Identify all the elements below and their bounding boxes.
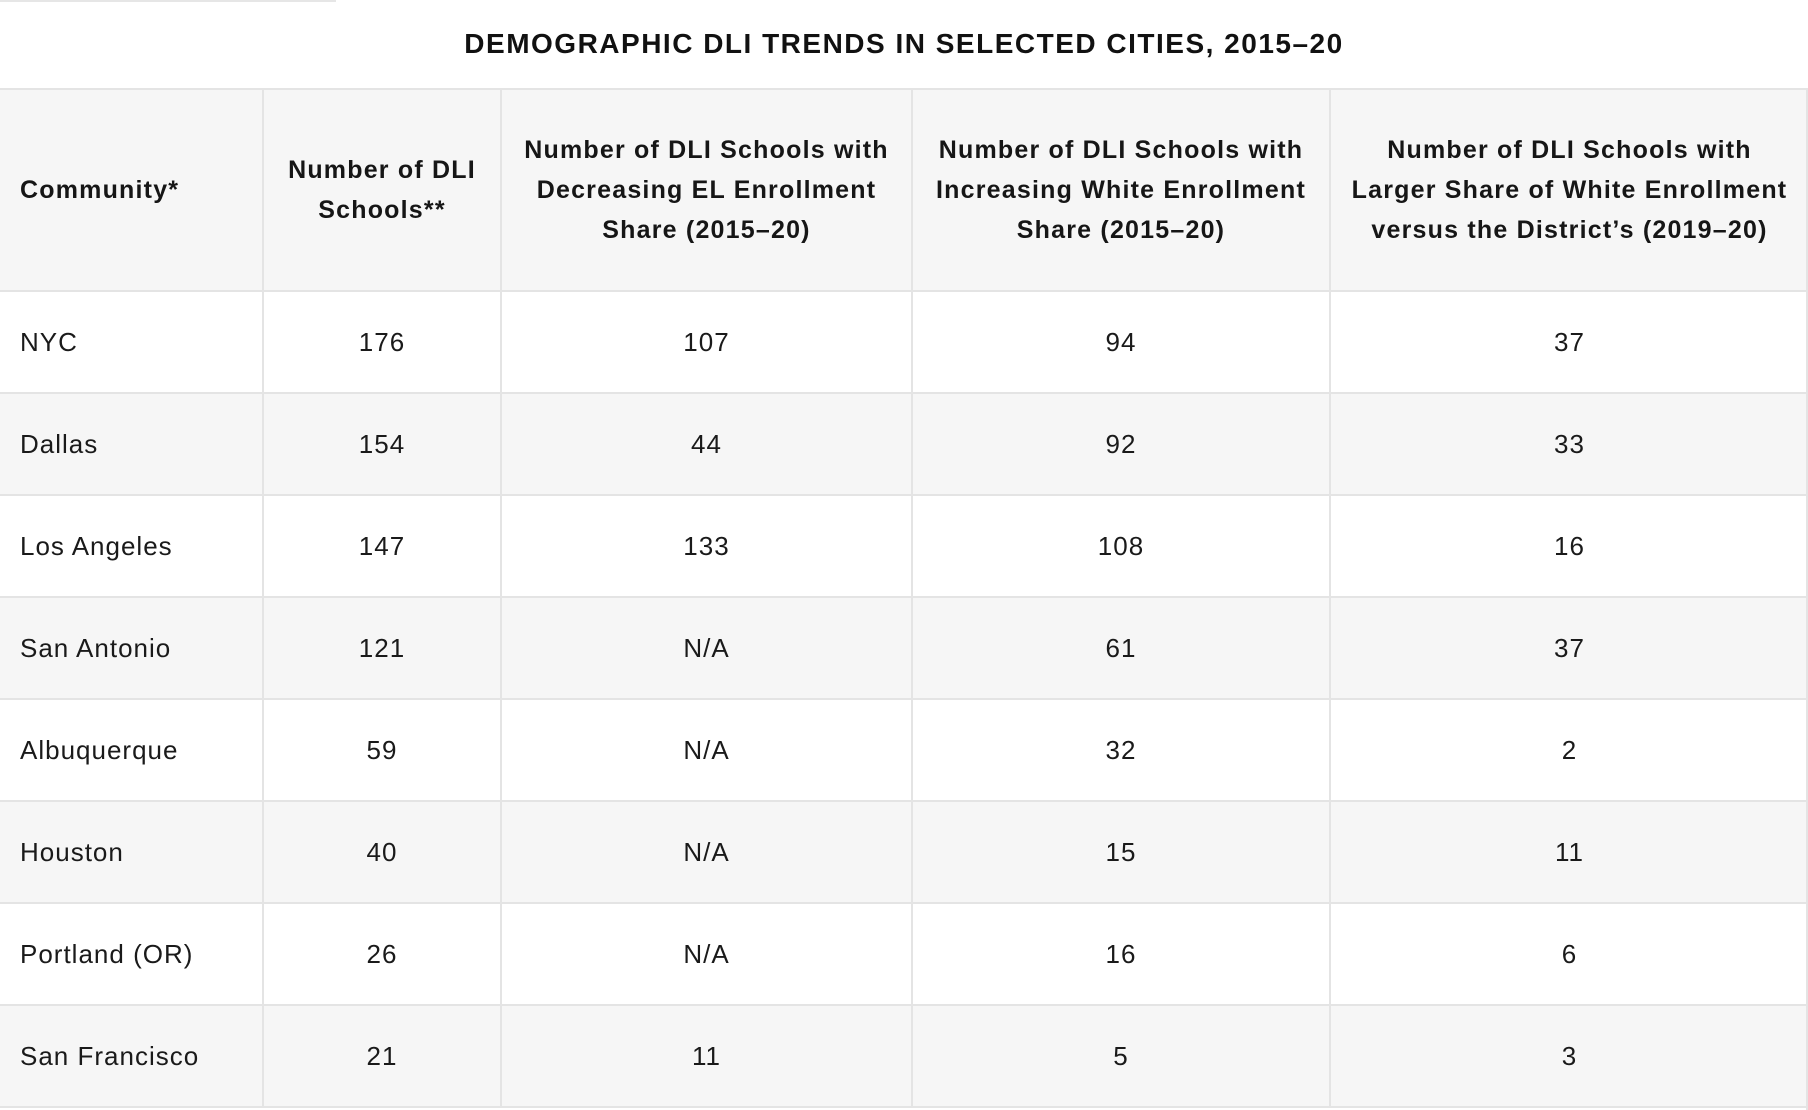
- table-cell-value: N/A: [500, 596, 913, 700]
- table-cell-value: 11: [500, 1004, 913, 1108]
- table-cell-value: 5: [911, 1004, 1331, 1108]
- table-cell-value: N/A: [500, 698, 913, 802]
- table-cell-value: 61: [911, 596, 1331, 700]
- table-cell-value: 26: [262, 902, 502, 1006]
- column-header-dli-schools: Number of DLI Schools**: [262, 88, 502, 292]
- table-cell-value: 59: [262, 698, 502, 802]
- column-header-community: Community*: [0, 88, 264, 292]
- table-cell-value: 37: [1329, 596, 1808, 700]
- table-cell-value: 21: [262, 1004, 502, 1108]
- table-cell-community: Albuquerque: [0, 698, 264, 802]
- column-header-decreasing-el: Number of DLI Schools with Decreasing EL…: [500, 88, 913, 292]
- table-cell-value: 11: [1329, 800, 1808, 904]
- top-divider: [0, 0, 336, 2]
- table-cell-community: Houston: [0, 800, 264, 904]
- table-cell-community: San Antonio: [0, 596, 264, 700]
- table-row: Albuquerque 59 N/A 32 2: [0, 698, 1808, 802]
- table-row: Portland (OR) 26 N/A 16 6: [0, 902, 1808, 1006]
- table-cell-value: 44: [500, 392, 913, 496]
- table-cell-value: 121: [262, 596, 502, 700]
- table-cell-value: 6: [1329, 902, 1808, 1006]
- table-cell-value: 32: [911, 698, 1331, 802]
- table-cell-value: N/A: [500, 800, 913, 904]
- table-cell-value: 176: [262, 290, 502, 394]
- table-cell-community: NYC: [0, 290, 264, 394]
- table-cell-community: San Francisco: [0, 1004, 264, 1108]
- table-row: Los Angeles 147 133 108 16: [0, 494, 1808, 598]
- table-cell-value: 37: [1329, 290, 1808, 394]
- table-cell-community: Los Angeles: [0, 494, 264, 598]
- data-table: Community* Number of DLI Schools** Numbe…: [0, 88, 1808, 1108]
- table-row: NYC 176 107 94 37: [0, 290, 1808, 394]
- table-cell-value: 16: [1329, 494, 1808, 598]
- table-row: Dallas 154 44 92 33: [0, 392, 1808, 496]
- column-header-larger-white-share: Number of DLI Schools with Larger Share …: [1329, 88, 1808, 292]
- table-cell-community: Portland (OR): [0, 902, 264, 1006]
- table-row: San Antonio 121 N/A 61 37: [0, 596, 1808, 700]
- table-cell-value: 16: [911, 902, 1331, 1006]
- table-cell-value: 107: [500, 290, 913, 394]
- table-cell-community: Dallas: [0, 392, 264, 496]
- table-cell-value: 108: [911, 494, 1331, 598]
- table-cell-value: 94: [911, 290, 1331, 394]
- table-container[interactable]: Community* Number of DLI Schools** Numbe…: [0, 88, 1808, 1110]
- table-cell-value: 147: [262, 494, 502, 598]
- column-header-increasing-white: Number of DLI Schools with Increasing Wh…: [911, 88, 1331, 292]
- table-cell-value: 33: [1329, 392, 1808, 496]
- table-cell-value: 2: [1329, 698, 1808, 802]
- table-body: NYC 176 107 94 37 Dallas 154 44 92 33 Los Angeles 1…: [0, 290, 1808, 1108]
- scrollbar-edge: [1806, 88, 1808, 1110]
- table-cell-value: 3: [1329, 1004, 1808, 1108]
- table-cell-value: 154: [262, 392, 502, 496]
- table-cell-value: 92: [911, 392, 1331, 496]
- table-row: Houston 40 N/A 15 11: [0, 800, 1808, 904]
- table-cell-value: 133: [500, 494, 913, 598]
- table-cell-value: 15: [911, 800, 1331, 904]
- table-title: DEMOGRAPHIC DLI TRENDS IN SELECTED CITIE…: [464, 28, 1344, 59]
- table-row: San Francisco 21 11 5 3: [0, 1004, 1808, 1108]
- header-row: Community* Number of DLI Schools** Numbe…: [0, 88, 1808, 292]
- table-cell-value: 40: [262, 800, 502, 904]
- table-cell-value: N/A: [500, 902, 913, 1006]
